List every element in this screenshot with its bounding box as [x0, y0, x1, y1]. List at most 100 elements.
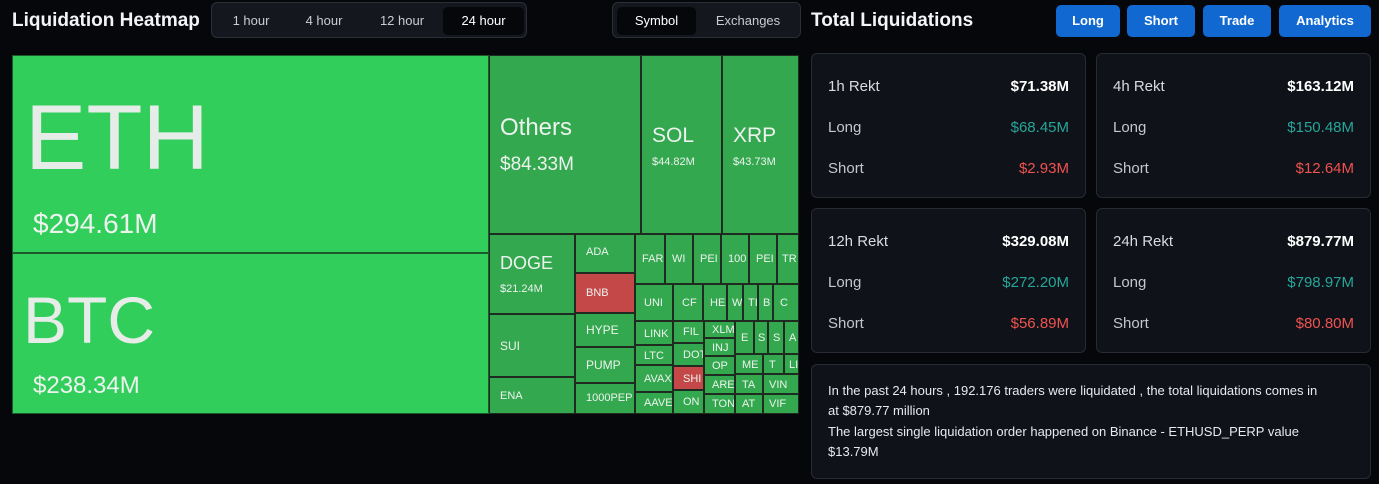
tile-symbol: ON [683, 396, 700, 408]
tile-symbol: SOL [652, 124, 695, 147]
tile-symbol: 1000PEP [586, 392, 633, 404]
tile-symbol: XLM [712, 324, 735, 336]
heatmap-tile-avax[interactable]: AVAX [635, 365, 673, 392]
tile-symbol: TI [748, 297, 758, 309]
tile-value: $294.61M [33, 208, 158, 239]
tile-symbol: E [741, 332, 749, 344]
card-title: 12h Rekt [828, 233, 889, 250]
tab-1-hour[interactable]: 1 hour [232, 13, 270, 28]
heatmap-tile-at[interactable]: AT [735, 394, 763, 414]
heatmap-tile-ltc[interactable]: LTC [635, 345, 673, 365]
short-label: Short [828, 160, 864, 177]
heatmap-tile-dot[interactable]: DOT [673, 343, 704, 366]
heatmap-tile-uni[interactable]: UNI [635, 284, 673, 321]
page-title: Liquidation Heatmap [12, 10, 200, 31]
long-button[interactable]: Long [1056, 5, 1120, 37]
long-value: $798.97M [1287, 274, 1354, 291]
heatmap-tile-shi[interactable]: SHI [673, 366, 704, 390]
heatmap-tile-li[interactable]: LI [784, 354, 799, 374]
heatmap-tile-ada[interactable]: ADA [575, 234, 635, 273]
heatmap-tile-a[interactable]: A [784, 321, 799, 354]
heatmap-tile-1000pep[interactable]: 1000PEP [575, 383, 635, 414]
heatmap-tile-sui[interactable]: SUI [489, 314, 575, 377]
short-label: Short [828, 315, 864, 332]
heatmap-tile-link[interactable]: LINK [635, 321, 673, 345]
tile-symbol: HYPE [586, 323, 619, 337]
heatmap-tile-doge[interactable]: DOGE $21.24M [489, 234, 575, 314]
heatmap-tile-xrp[interactable]: XRP $43.73M [722, 55, 799, 234]
tile-symbol: AVAX [644, 373, 672, 385]
tile-symbol: HE [710, 297, 726, 309]
heatmap-tile-c[interactable]: C [773, 284, 799, 321]
heatmap-tile-are[interactable]: ARE [704, 375, 735, 394]
heatmap-tile-he[interactable]: HE [703, 284, 727, 321]
tab-exchanges[interactable]: Exchanges [715, 13, 781, 28]
heatmap-tile-100[interactable]: 100 [721, 234, 749, 284]
summary-line-1: In the past 24 hours , 192.176 traders w… [828, 383, 1318, 398]
heatmap-tile-s[interactable]: S [768, 321, 784, 354]
tab-24-hour[interactable]: 24 hour [443, 7, 524, 35]
heatmap-tile-eth[interactable]: ETH $294.61M [12, 55, 489, 253]
tile-symbol: C [780, 297, 788, 309]
tile-symbol: INJ [712, 342, 729, 354]
heatmap-tile-op[interactable]: OP [704, 356, 735, 375]
heatmap-tile-e[interactable]: E [735, 321, 754, 354]
short-value: $80.80M [1295, 315, 1354, 332]
heatmap-tile-pei[interactable]: PEI [693, 234, 721, 284]
heatmap-tile-others[interactable]: Others $84.33M [489, 55, 641, 234]
heatmap-tile-ti[interactable]: TI [743, 284, 758, 321]
long-value: $150.48M [1287, 119, 1354, 136]
tile-symbol: VIN [769, 379, 788, 391]
heatmap-tile-hype[interactable]: HYPE [575, 313, 635, 347]
summary-line-3: The largest single liquidation order hap… [828, 424, 1299, 439]
heatmap-tile-far[interactable]: FAR [635, 234, 665, 284]
heatmap-tile-w[interactable]: W [727, 284, 743, 321]
heatmap-tile-wi[interactable]: WI [665, 234, 693, 284]
heatmap-tile-ena[interactable]: ENA [489, 377, 575, 414]
tile-symbol: A [789, 332, 797, 344]
heatmap-tile-s[interactable]: S [754, 321, 768, 354]
tile-symbol: AAVE [644, 397, 673, 409]
analytics-button[interactable]: Analytics [1279, 5, 1371, 37]
heatmap-tile-aave[interactable]: AAVE [635, 392, 673, 414]
tile-symbol: PEI [700, 253, 718, 265]
card-total: $163.12M [1287, 78, 1354, 95]
tab-12-hour[interactable]: 12 hour [379, 13, 425, 28]
tile-symbol: S [773, 332, 781, 344]
tile-symbol: BNB [586, 287, 609, 299]
heatmap-tile-vin[interactable]: VIN [763, 374, 799, 394]
tab-symbol[interactable]: Symbol [617, 7, 696, 35]
heatmap-tile-t[interactable]: T [763, 354, 784, 374]
heatmap-tile-ta[interactable]: TA [735, 374, 763, 394]
trade-button[interactable]: Trade [1203, 5, 1271, 37]
long-label: Long [1113, 119, 1147, 136]
heatmap-tile-bnb[interactable]: BNB [575, 273, 635, 313]
tile-symbol: PEI [756, 253, 774, 265]
heatmap-tile-tr[interactable]: TR [777, 234, 799, 284]
heatmap-tile-vif[interactable]: VIF [763, 394, 799, 414]
short-value: $56.89M [1010, 315, 1069, 332]
short-value: $2.93M [1018, 160, 1069, 177]
heatmap-tile-me[interactable]: ME [735, 354, 763, 374]
heatmap-tile-btc[interactable]: BTC $238.34M [12, 253, 489, 414]
heatmap-tile-ton[interactable]: TON [704, 394, 735, 414]
tab-4-hour[interactable]: 4 hour [305, 13, 343, 28]
heatmap-tile-pei[interactable]: PEI [749, 234, 777, 284]
short-button[interactable]: Short [1127, 5, 1195, 37]
tile-symbol: ARE [712, 379, 735, 391]
heatmap-tile-inj[interactable]: INJ [704, 338, 735, 356]
heatmap-tile-cf[interactable]: CF [673, 284, 703, 321]
tile-value: $21.24M [500, 283, 543, 295]
long-value: $272.20M [1002, 274, 1069, 291]
card-title: 4h Rekt [1113, 78, 1165, 95]
card-title: 24h Rekt [1113, 233, 1174, 250]
heatmap-tile-sol[interactable]: SOL $44.82M [641, 55, 722, 234]
heatmap-tile-fil[interactable]: FIL [673, 321, 704, 343]
tile-symbol: CF [682, 297, 697, 309]
heatmap-tile-pump[interactable]: PUMP [575, 347, 635, 383]
tile-symbol: UNI [644, 297, 663, 309]
heatmap-tile-b[interactable]: B [758, 284, 773, 321]
tile-symbol: VIF [769, 398, 787, 410]
heatmap-tile-xlm[interactable]: XLM [704, 321, 735, 338]
heatmap-tile-on[interactable]: ON [673, 390, 704, 414]
